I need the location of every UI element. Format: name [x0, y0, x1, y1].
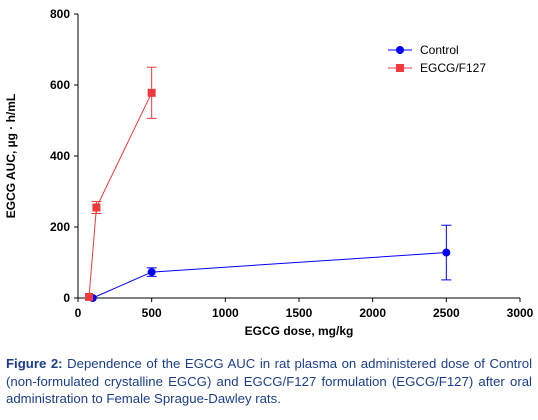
- x-axis-label: EGCG dose, mg/kg: [245, 324, 354, 338]
- legend-label: EGCG/F127: [420, 61, 486, 75]
- figure-caption-text: Dependence of the EGCG AUC in rat plasma…: [6, 356, 532, 406]
- chart: 0 500 1000 1500 2000 2500 3000 0 200 400 600 800 E…: [4, 7, 534, 338]
- data-point: [85, 292, 94, 301]
- figure-caption-label: Figure 2:: [6, 356, 63, 371]
- x-tick-label: 3000: [507, 306, 534, 320]
- data-point: [442, 248, 451, 257]
- y-tick-label: 800: [50, 7, 70, 21]
- x-tick-label: 2500: [433, 306, 460, 320]
- data-point: [147, 268, 156, 277]
- x-tick-label: 0: [75, 306, 82, 320]
- series-layer: [85, 66, 452, 302]
- data-point: [147, 88, 156, 97]
- x-ticks: 0 500 1000 1500 2000 2500 3000: [75, 298, 534, 320]
- legend-marker: [396, 64, 404, 72]
- legend-item-egcg-f127: EGCG/F127: [388, 61, 486, 75]
- data-point: [92, 203, 101, 212]
- legend-item-control: Control: [388, 43, 459, 57]
- x-tick-label: 500: [142, 306, 162, 320]
- series-egcg-f127: [85, 66, 157, 301]
- figure-caption: Figure 2: Dependence of the EGCG AUC in …: [6, 355, 532, 408]
- y-ticks: 0 200 400 600 800: [50, 7, 78, 305]
- legend: Control EGCG/F127: [388, 43, 486, 75]
- x-tick-label: 1000: [212, 306, 239, 320]
- legend-marker: [396, 46, 404, 54]
- y-tick-label: 200: [50, 220, 70, 234]
- legend-label: Control: [420, 43, 459, 57]
- x-tick-label: 1500: [286, 306, 313, 320]
- y-tick-label: 400: [50, 149, 70, 163]
- y-axis-label: EGCG AUC, µg · h/mL: [4, 94, 18, 218]
- y-tick-label: 0: [63, 291, 70, 305]
- series-line-egcg-f127: [88, 92, 153, 297]
- series-line-control: [92, 252, 447, 299]
- y-tick-label: 600: [50, 78, 70, 92]
- series-control: [88, 224, 452, 302]
- x-tick-label: 2000: [359, 306, 386, 320]
